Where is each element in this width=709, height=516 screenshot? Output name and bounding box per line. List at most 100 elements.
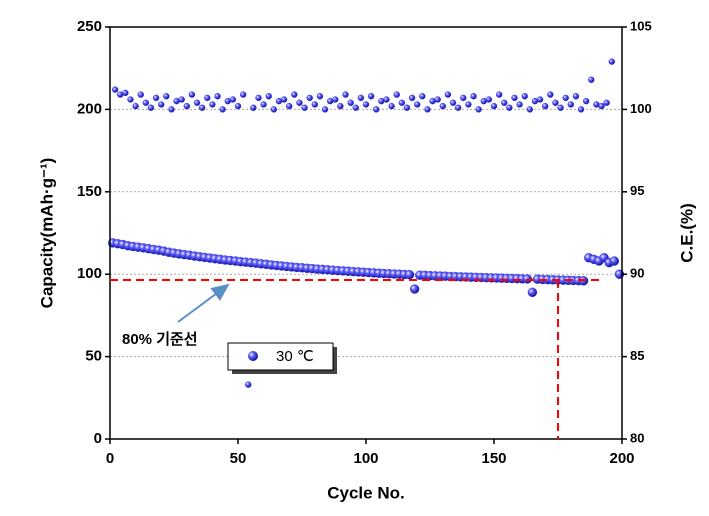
- data-point: [567, 101, 574, 108]
- data-point: [388, 102, 395, 110]
- data-point: [245, 381, 252, 388]
- data-point: [214, 93, 221, 100]
- data-point: [434, 96, 441, 103]
- data-point: [332, 96, 339, 103]
- data-point: [111, 86, 119, 93]
- y-tick-label: 0: [94, 430, 102, 447]
- data-point: [132, 102, 139, 110]
- y-tick-label: 100: [77, 265, 102, 282]
- data-point: [542, 102, 549, 110]
- data-point: [229, 96, 237, 103]
- legend-marker: [248, 351, 258, 361]
- data-point: [577, 106, 585, 113]
- data-point: [393, 91, 400, 98]
- data-point: [152, 94, 160, 102]
- data-point: [444, 91, 452, 98]
- data-point: [521, 93, 528, 100]
- data-point: [234, 102, 242, 110]
- data-point: [609, 256, 620, 266]
- y2-axis-title: C.E.(%): [677, 203, 696, 263]
- data-point: [362, 101, 370, 108]
- y2-tick-label: 80: [630, 430, 644, 445]
- data-point: [403, 104, 411, 111]
- y-tick-label: 250: [77, 18, 102, 35]
- data-point: [163, 93, 170, 100]
- data-point: [475, 106, 482, 113]
- data-point: [588, 76, 595, 83]
- data-point: [270, 106, 278, 113]
- data-point: [137, 91, 144, 98]
- y2-tick-label: 100: [630, 101, 652, 116]
- data-point: [536, 96, 544, 103]
- y-axis-title: Capacity(mAh·g⁻¹): [37, 158, 56, 309]
- data-point: [404, 269, 415, 280]
- data-point: [414, 101, 421, 108]
- data-point: [321, 106, 329, 113]
- data-point: [603, 99, 610, 107]
- data-point: [495, 91, 503, 98]
- data-point: [204, 94, 211, 102]
- x-tick-label: 200: [609, 450, 634, 467]
- y2-tick-label: 105: [630, 18, 652, 33]
- y2-tick-label: 90: [630, 266, 644, 281]
- data-point: [286, 102, 293, 110]
- data-point: [301, 104, 308, 111]
- data-point: [408, 94, 416, 102]
- data-point: [280, 96, 288, 103]
- data-point: [316, 93, 324, 100]
- data-point: [516, 101, 523, 108]
- data-point: [157, 101, 165, 108]
- data-point: [470, 93, 477, 100]
- data-point: [239, 91, 247, 98]
- data-point: [562, 94, 569, 102]
- data-point: [506, 104, 513, 111]
- data-point: [557, 104, 564, 111]
- x-tick-label: 100: [353, 450, 378, 467]
- data-point: [193, 99, 201, 107]
- data-point: [439, 102, 446, 110]
- plot-frame: [109, 26, 623, 440]
- data-point: [511, 94, 518, 102]
- data-point: [352, 104, 359, 111]
- legend-label: 30 ℃: [276, 348, 314, 365]
- x-tick-label: 150: [481, 450, 506, 467]
- data-point: [598, 102, 605, 110]
- data-point: [501, 99, 508, 107]
- data-point: [260, 101, 267, 108]
- data-point: [485, 96, 493, 103]
- data-point: [198, 104, 206, 111]
- y-tick-label: 50: [85, 348, 102, 365]
- data-point: [454, 104, 462, 111]
- data-point: [460, 94, 467, 102]
- data-point: [547, 91, 554, 98]
- y-tick-label: 150: [77, 183, 102, 200]
- data-point: [178, 96, 185, 103]
- data-point: [465, 101, 472, 108]
- data-point: [265, 93, 272, 100]
- x-tick-label: 0: [106, 450, 114, 467]
- x-axis-title: Cycle No.: [327, 483, 404, 502]
- data-point: [608, 58, 615, 65]
- data-point: [373, 106, 380, 113]
- data-point: [306, 94, 313, 102]
- data-point: [250, 104, 257, 111]
- data-point: [490, 102, 498, 110]
- legend: [227, 342, 334, 371]
- data-point: [526, 106, 534, 113]
- data-point: [291, 91, 298, 98]
- data-point: [183, 102, 191, 110]
- data-point: [582, 97, 590, 105]
- data-point: [342, 91, 349, 98]
- data-point: [383, 96, 390, 103]
- data-point: [527, 287, 538, 298]
- annotation-arrow: [177, 283, 230, 323]
- y2-tick-label: 95: [630, 183, 644, 198]
- data-point: [255, 94, 262, 102]
- data-point: [142, 99, 150, 107]
- data-point: [296, 99, 303, 107]
- data-point: [209, 101, 216, 108]
- x-tick-label: 50: [230, 450, 247, 467]
- data-point: [122, 89, 129, 97]
